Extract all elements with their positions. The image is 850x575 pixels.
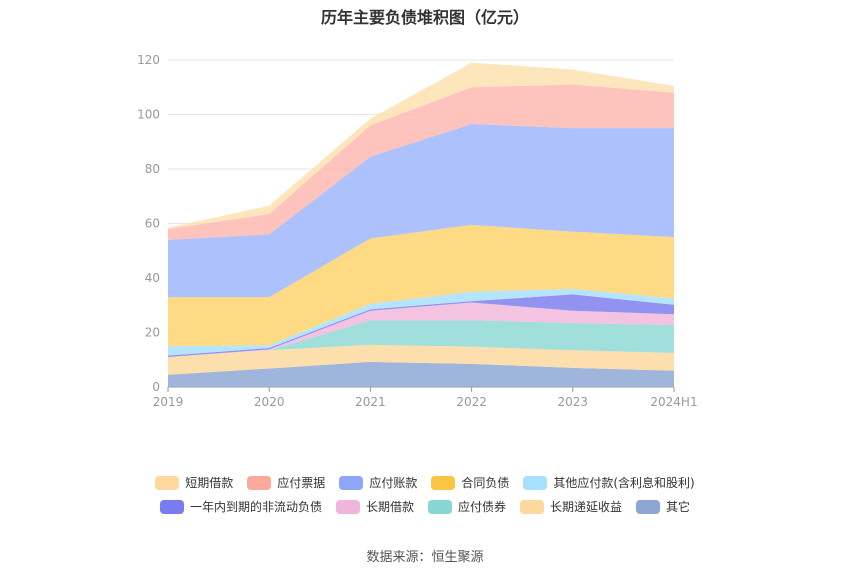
area-series-0	[168, 361, 674, 387]
legend-label: 其他应付款(含利息和股利)	[553, 476, 695, 490]
legend-label: 应付票据	[277, 476, 326, 490]
y-tick-label: 40	[145, 271, 160, 285]
area-series-4	[168, 294, 674, 358]
legend-item[interactable]: 应付债券	[427, 498, 506, 515]
legend-item[interactable]: 应付账款	[339, 474, 417, 491]
area-series-6	[168, 224, 674, 347]
y-tick-label: 100	[137, 108, 160, 122]
legend-row-1: 短期借款 应付票据 应付账款 合同负债 其他应付款(含利息和股利)	[0, 474, 850, 491]
legend-swatch	[520, 499, 544, 514]
area-series-7	[168, 124, 674, 298]
legend-label: 其它	[666, 500, 691, 514]
x-tick-label: 2022	[456, 395, 487, 409]
y-tick-label: 0	[152, 380, 160, 394]
data-source: 数据来源：恒生聚源	[366, 550, 484, 565]
legend-item[interactable]: 其他应付款(含利息和股利)	[523, 474, 695, 491]
x-tick-label: 2023	[558, 395, 589, 409]
legend-label: 一年内到期的非流动负债	[189, 500, 322, 514]
legend-swatch	[636, 499, 661, 514]
legend-swatch	[431, 475, 456, 490]
area-series-1	[168, 344, 674, 375]
x-tick-label: 2024H1	[650, 395, 697, 409]
legend-swatch	[427, 499, 452, 514]
legend-item[interactable]: 长期借款	[335, 498, 414, 515]
x-axis: 2019 2020 2021 2022 2023 2024H1	[153, 387, 698, 409]
legend-item[interactable]: 合同负债	[431, 474, 509, 491]
legend-label: 合同负债	[461, 476, 510, 490]
legend-item[interactable]: 应付票据	[247, 474, 325, 491]
y-tick-label: 20	[145, 326, 160, 340]
legend-label: 短期借款	[185, 476, 234, 490]
legend-item[interactable]: 一年内到期的非流动负债	[159, 498, 322, 515]
x-tick-label: 2021	[355, 395, 386, 409]
stacked-area-chart: 0 20 40 60 80 100 120 2019 2020 2021 2022 2023 2024…	[137, 53, 698, 409]
legend-swatch	[335, 499, 360, 514]
area-series-5	[168, 288, 674, 356]
x-tick-label: 2020	[254, 395, 285, 409]
legend-row-2: 一年内到期的非流动负债 长期借款 应付债券 长期递延收益 其它	[0, 498, 850, 515]
legend-label: 应付账款	[369, 476, 418, 490]
legend-item[interactable]: 长期递延收益	[520, 498, 622, 515]
y-tick-label: 60	[145, 217, 160, 231]
legend-label: 长期递延收益	[550, 500, 623, 514]
area-series-3	[168, 302, 674, 358]
area-series-2	[168, 320, 674, 358]
legend-swatch	[247, 475, 272, 490]
area-series-8	[168, 84, 674, 240]
legend-label: 应付债券	[457, 500, 506, 514]
y-tick-label: 120	[137, 53, 160, 67]
legend-swatch	[159, 499, 184, 514]
legend-swatch	[155, 475, 180, 490]
chart-title: 历年主要负债堆积图（亿元）	[320, 8, 529, 27]
y-tick-label: 80	[145, 162, 160, 176]
area-series	[168, 62, 674, 387]
legend-label: 长期借款	[365, 500, 414, 514]
legend-swatch	[523, 475, 548, 490]
legend-item[interactable]: 其它	[636, 498, 690, 515]
y-axis: 0 20 40 60 80 100 120	[137, 53, 160, 394]
legend-item[interactable]: 短期借款	[155, 474, 233, 491]
x-tick-label: 2019	[153, 395, 184, 409]
legend-swatch	[339, 475, 364, 490]
area-series-9	[168, 62, 674, 229]
